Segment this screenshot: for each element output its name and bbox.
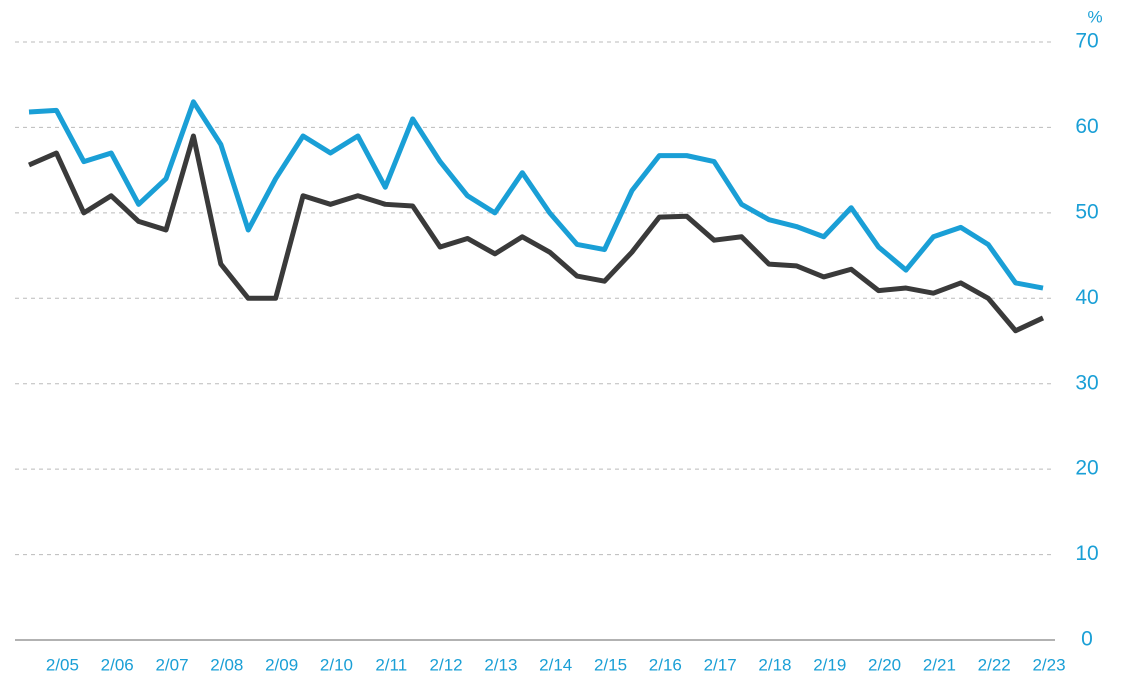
x-tick-label: 2/10 xyxy=(320,655,353,674)
x-tick-label: 2/12 xyxy=(430,655,463,674)
x-tick-label: 2/17 xyxy=(704,655,737,674)
y-tick-label: 20 xyxy=(1075,457,1098,480)
x-tick-label: 2/16 xyxy=(649,655,682,674)
x-tick-label: 2/09 xyxy=(265,655,298,674)
x-tick-label: 2/14 xyxy=(539,655,572,674)
x-tick-label: 2/23 xyxy=(1032,655,1065,674)
y-unit: % xyxy=(1087,7,1102,26)
x-tick-label: 2/19 xyxy=(813,655,846,674)
x-tick-label: 2/07 xyxy=(155,655,188,674)
x-tick-label: 2/20 xyxy=(868,655,901,674)
y-tick-label: 40 xyxy=(1075,286,1098,309)
x-tick-label: 2/18 xyxy=(758,655,791,674)
x-tick-label: 2/06 xyxy=(101,655,134,674)
x-tick-label: 2/05 xyxy=(46,655,79,674)
y-tick-label: 70 xyxy=(1075,30,1098,53)
x-tick-label: 2/11 xyxy=(375,655,407,674)
y-tick-label: 60 xyxy=(1075,115,1098,138)
line-series xyxy=(28,133,1045,334)
y-tick-label: 50 xyxy=(1075,200,1098,223)
x-tick-label: 2/08 xyxy=(210,655,243,674)
x-tick-label: 2/22 xyxy=(978,655,1011,674)
x-tick-label: 2/13 xyxy=(484,655,517,674)
y-tick-label: 10 xyxy=(1075,542,1098,565)
y-tick-label: 0 xyxy=(1081,628,1093,651)
y-tick-label: 30 xyxy=(1075,371,1098,394)
line-series xyxy=(28,99,1044,291)
x-tick-label: 2/15 xyxy=(594,655,627,674)
x-tick-label: 2/21 xyxy=(923,655,956,674)
